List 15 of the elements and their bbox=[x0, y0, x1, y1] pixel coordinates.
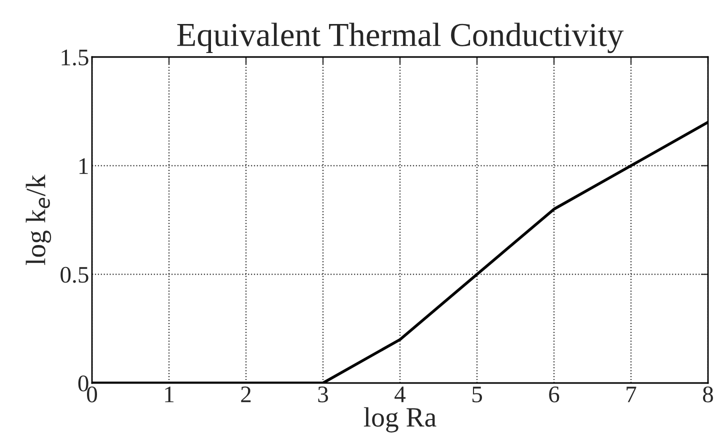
x-tick-label: 6 bbox=[549, 386, 560, 402]
x-tick-label: 5 bbox=[472, 386, 482, 402]
x-tick-label: 8 bbox=[702, 386, 714, 402]
x-axis-title: log Ra bbox=[364, 407, 436, 432]
y-axis-title: log k$_{e}$/k bbox=[26, 174, 52, 265]
y-tick-label: 0 bbox=[78, 375, 88, 392]
y-tick-label: 1 bbox=[79, 158, 88, 174]
x-tick-label: 1 bbox=[165, 386, 174, 402]
y-tick-label: 1.5 bbox=[62, 50, 88, 66]
x-tick-label: 3 bbox=[318, 386, 328, 402]
x-tick-label: 4 bbox=[394, 386, 406, 402]
x-tick-label: 7 bbox=[626, 386, 636, 402]
chart-title: Equivalent Thermal Conductivity bbox=[177, 22, 624, 54]
y-tick-label: 0.5 bbox=[60, 266, 88, 283]
x-tick-label: 2 bbox=[241, 386, 251, 402]
